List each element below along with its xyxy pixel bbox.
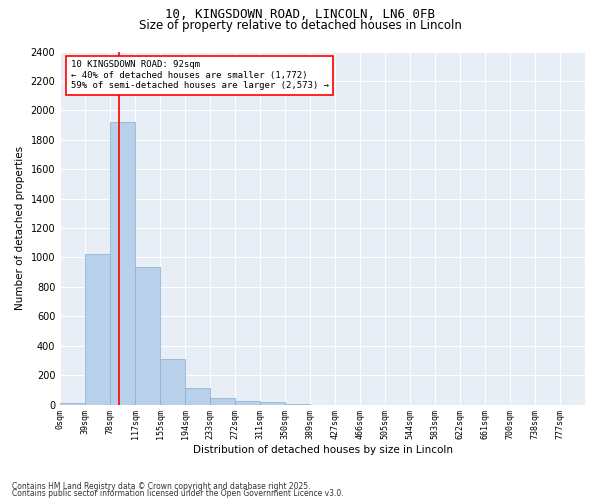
Bar: [110, 122, 135, 405]
Bar: [160, 359, 185, 405]
Text: Contains public sector information licensed under the Open Government Licence v3: Contains public sector information licen…: [12, 490, 344, 498]
Text: 10, KINGSDOWN ROAD, LINCOLN, LN6 0FB: 10, KINGSDOWN ROAD, LINCOLN, LN6 0FB: [165, 8, 435, 20]
Bar: [185, 388, 210, 404]
Bar: [235, 401, 260, 404]
X-axis label: Distribution of detached houses by size in Lincoln: Distribution of detached houses by size …: [193, 445, 452, 455]
Bar: [60, 403, 85, 404]
Y-axis label: Number of detached properties: Number of detached properties: [15, 146, 25, 310]
Bar: [260, 402, 285, 404]
Text: Contains HM Land Registry data © Crown copyright and database right 2025.: Contains HM Land Registry data © Crown c…: [12, 482, 311, 491]
Bar: [85, 254, 110, 404]
Bar: [135, 267, 160, 404]
Text: 10 KINGSDOWN ROAD: 92sqm
← 40% of detached houses are smaller (1,772)
59% of sem: 10 KINGSDOWN ROAD: 92sqm ← 40% of detach…: [71, 60, 329, 90]
Bar: [210, 398, 235, 404]
Text: Size of property relative to detached houses in Lincoln: Size of property relative to detached ho…: [139, 19, 461, 32]
